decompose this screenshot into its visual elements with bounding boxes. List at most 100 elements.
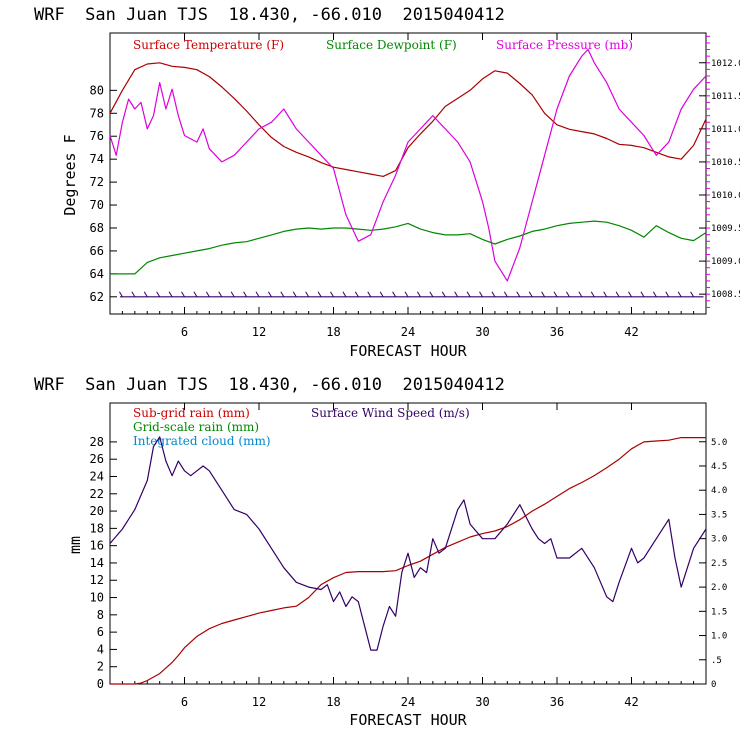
bottom-series-sub-grid-rain-mm [110, 437, 706, 685]
top-y2tick-label: 1009.0 [711, 257, 740, 267]
bottom-y2tick-label: .5 [711, 656, 722, 666]
top-xtick-label: 36 [550, 325, 564, 339]
bottom-y2tick-label: 4.5 [711, 462, 727, 472]
bottom-y2tick-label: 4.0 [711, 486, 727, 496]
top-y2tick-label: 1011.0 [711, 125, 740, 135]
top-y2tick-label: 1009.5 [711, 224, 740, 234]
wind-barb [255, 291, 260, 298]
wind-barb [131, 291, 136, 298]
wind-barb [230, 291, 235, 298]
wind-barb [416, 291, 421, 298]
bottom-y2tick-label: 1.0 [711, 632, 727, 642]
bottom-legend-gridscale-rain: Grid-scale rain (mm) [133, 420, 259, 434]
bottom-legend-subgrid-rain: Sub-grid rain (mm) [133, 406, 250, 420]
bottom-ytick-label: 22 [90, 487, 104, 501]
wind-barb [565, 291, 570, 298]
wind-barb [143, 291, 148, 298]
wind-barb [615, 291, 620, 298]
wind-barb [280, 291, 285, 298]
bottom-legend-wind-speed: Surface Wind Speed (m/s) [311, 406, 470, 420]
top-legend-pressure: Surface Pressure (mb) [496, 38, 633, 52]
wind-barb [503, 291, 508, 298]
bottom-chart-title: WRF San Juan TJS 18.430, -66.010 2015040… [34, 375, 505, 395]
bottom-ytick-label: 8 [97, 608, 104, 622]
wind-barb [466, 291, 471, 298]
top-ytick-label: 62 [90, 290, 104, 304]
bottom-ytick-label: 10 [90, 591, 104, 605]
top-ytick-label: 64 [90, 267, 104, 281]
wind-barb [342, 291, 347, 298]
wind-barb [330, 291, 334, 298]
wind-barb [491, 291, 496, 298]
bottom-ytick-label: 18 [90, 521, 104, 535]
wind-barb [181, 291, 185, 298]
wind-barb [628, 291, 632, 298]
top-xtick-label: 42 [624, 325, 638, 339]
top-y2tick-label: 1008.5 [711, 290, 740, 300]
wind-barb [590, 291, 595, 298]
top-chart-title: WRF San Juan TJS 18.430, -66.010 2015040… [34, 5, 505, 25]
wind-barb [553, 291, 558, 298]
top-ytick-label: 80 [90, 83, 104, 97]
bottom-xtick-label: 42 [624, 695, 638, 709]
top-y2tick-label: 1012.0 [711, 59, 740, 69]
wind-barb [404, 291, 409, 298]
top-ytick-label: 76 [90, 129, 104, 143]
bottom-chart-xlabel: FORECAST HOUR [349, 711, 467, 729]
bottom-y2tick-label: 3.0 [711, 535, 727, 545]
wind-barb [205, 291, 210, 298]
wind-barb [168, 291, 173, 298]
top-y2tick-label: 1011.5 [711, 92, 740, 102]
wind-barb [305, 291, 310, 298]
bottom-y2tick-label: 1.5 [711, 607, 727, 617]
wind-barb [429, 291, 434, 298]
bottom-xtick-label: 30 [475, 695, 489, 709]
top-y2tick-label: 1010.0 [711, 191, 740, 201]
wind-barb [665, 291, 670, 298]
bottom-xtick-label: 36 [550, 695, 564, 709]
top-y2tick-label: 1010.5 [711, 158, 740, 168]
top-xtick-label: 12 [252, 325, 266, 339]
top-ytick-label: 70 [90, 198, 104, 212]
plot-layer: 6121824303642626466687072747678801008.51… [90, 32, 740, 709]
top-ytick-label: 66 [90, 244, 104, 258]
bottom-ytick-label: 28 [90, 435, 104, 449]
wind-barb [578, 291, 583, 298]
top-legend-temperature: Surface Temperature (F) [133, 38, 284, 52]
top-series-surface-temperature-f [109, 62, 707, 177]
top-ytick-label: 78 [90, 106, 104, 120]
top-series-surface-dewpoint-f [110, 220, 707, 275]
wind-barb [379, 291, 384, 298]
wind-barb [690, 291, 695, 298]
wind-barb [267, 291, 272, 298]
wind-barb [392, 291, 397, 298]
bottom-xtick-label: 24 [401, 695, 415, 709]
top-chart-xlabel: FORECAST HOUR [349, 342, 467, 360]
wind-barb [603, 291, 608, 298]
bottom-ytick-label: 4 [97, 642, 104, 656]
wind-barb [243, 291, 248, 298]
bottom-legend-integrated-cloud: Integrated cloud (mm) [133, 434, 271, 448]
top-ytick-label: 72 [90, 175, 104, 189]
wind-barb [541, 291, 546, 298]
bottom-ytick-label: 2 [97, 660, 104, 674]
bottom-ytick-label: 12 [90, 573, 104, 587]
top-ytick-label: 68 [90, 221, 104, 235]
bottom-ytick-label: 16 [90, 539, 104, 553]
bottom-ytick-label: 14 [90, 556, 104, 570]
bottom-y2tick-label: 0 [711, 680, 716, 690]
wind-barb [156, 291, 161, 298]
wind-barb [354, 291, 359, 298]
bottom-xtick-label: 18 [326, 695, 340, 709]
top-xtick-label: 24 [401, 325, 415, 339]
top-legend-dewpoint: Surface Dewpoint (F) [326, 38, 457, 52]
bottom-y2tick-label: 5.0 [711, 438, 727, 448]
bottom-xtick-label: 6 [181, 695, 188, 709]
top-series-surface-pressure-mb [109, 48, 707, 282]
wind-barb [218, 291, 223, 298]
wind-barb [516, 291, 521, 298]
bottom-ytick-label: 20 [90, 504, 104, 518]
bottom-y2tick-label: 3.5 [711, 510, 727, 520]
top-xtick-label: 30 [475, 325, 489, 339]
